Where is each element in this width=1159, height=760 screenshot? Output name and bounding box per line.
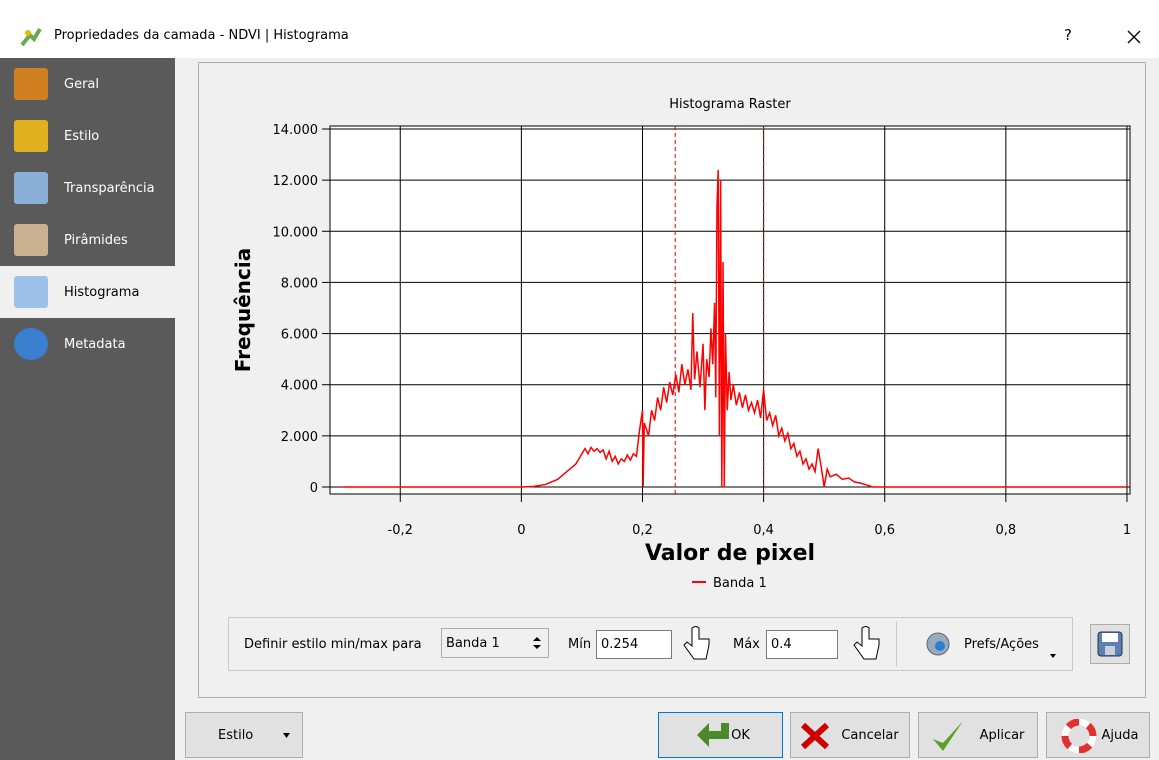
- min-input-text: 0.254: [601, 637, 639, 652]
- sidebar-icon: [14, 120, 48, 152]
- controls-box: [228, 617, 1073, 671]
- help-text: Ajuda: [1101, 727, 1139, 743]
- prefs-text: Prefs/Ações: [964, 636, 1039, 652]
- save-icon: [1097, 631, 1123, 657]
- ok-icon: [697, 723, 729, 747]
- apply-text: Aplicar: [979, 727, 1025, 743]
- min-label: Mín: [568, 637, 592, 652]
- max-input-text: 0.4: [771, 637, 792, 652]
- spin-arrows: [533, 637, 541, 649]
- dropdown-arrow: [1050, 654, 1056, 658]
- sidebar: Geral Estilo Transparência Pirâmides Histogr…: [0, 58, 175, 760]
- sidebar-icon: [14, 68, 48, 100]
- sidebar-item[interactable]: Histograma: [0, 266, 175, 318]
- sidebar-label: Transparência: [64, 180, 155, 196]
- band-select-text: Banda 1: [446, 635, 500, 651]
- sidebar-item[interactable]: Estilo: [0, 110, 175, 162]
- apply-button[interactable]: Aplicar: [918, 712, 1038, 758]
- prefs-icon: [926, 632, 950, 656]
- histogram-panel: [198, 62, 1146, 698]
- title-bar: Propriedades da camada - NDVI | Histogra…: [0, 0, 1159, 58]
- max-label: Máx: [733, 637, 760, 652]
- sidebar-item[interactable]: Pirâmides: [0, 214, 175, 266]
- app-icon: [20, 27, 42, 47]
- sidebar-label: Metadata: [64, 336, 126, 352]
- dropdown-arrow: [283, 733, 290, 738]
- minmax-label: Definir estilo min/max para: [244, 637, 422, 652]
- pick-min-button[interactable]: [680, 624, 712, 664]
- cancel-button[interactable]: Cancelar: [790, 712, 910, 758]
- help-dialog-button[interactable]: Ajuda: [1046, 712, 1150, 758]
- min-input[interactable]: 0.254: [596, 630, 672, 659]
- window-title: Propriedades da camada - NDVI | Histogra…: [54, 28, 349, 43]
- ok-text: OK: [731, 727, 750, 743]
- sidebar-item[interactable]: Geral: [0, 58, 175, 110]
- sidebar-item[interactable]: Transparência: [0, 162, 175, 214]
- max-input[interactable]: 0.4: [766, 630, 838, 659]
- sidebar-icon: [14, 276, 48, 308]
- sidebar-label: Histograma: [64, 284, 140, 300]
- pick-max-button[interactable]: [850, 624, 882, 664]
- cancel-text: Cancelar: [841, 727, 899, 743]
- sidebar-label: Estilo: [64, 128, 100, 144]
- prefs-button[interactable]: Prefs/Ações: [918, 624, 1066, 664]
- style-button[interactable]: Estilo: [185, 712, 303, 758]
- sidebar-item[interactable]: Metadata: [0, 318, 175, 370]
- band-select[interactable]: Banda 1: [441, 628, 549, 658]
- close-button[interactable]: [1126, 29, 1142, 45]
- save-button[interactable]: [1090, 624, 1130, 664]
- apply-icon: [933, 721, 963, 751]
- cancel-icon: [800, 722, 830, 750]
- sidebar-label: Pirâmides: [64, 232, 128, 248]
- sidebar-icon: [14, 172, 48, 204]
- help-icon: [1061, 719, 1097, 753]
- sidebar-icon: [14, 328, 48, 360]
- sidebar-label: Geral: [64, 76, 99, 92]
- sidebar-icon: [14, 224, 48, 256]
- help-button[interactable]: ?: [1064, 26, 1072, 44]
- style-button-text: Estilo: [218, 727, 254, 743]
- separator: [896, 622, 897, 666]
- ok-button[interactable]: OK: [658, 712, 783, 758]
